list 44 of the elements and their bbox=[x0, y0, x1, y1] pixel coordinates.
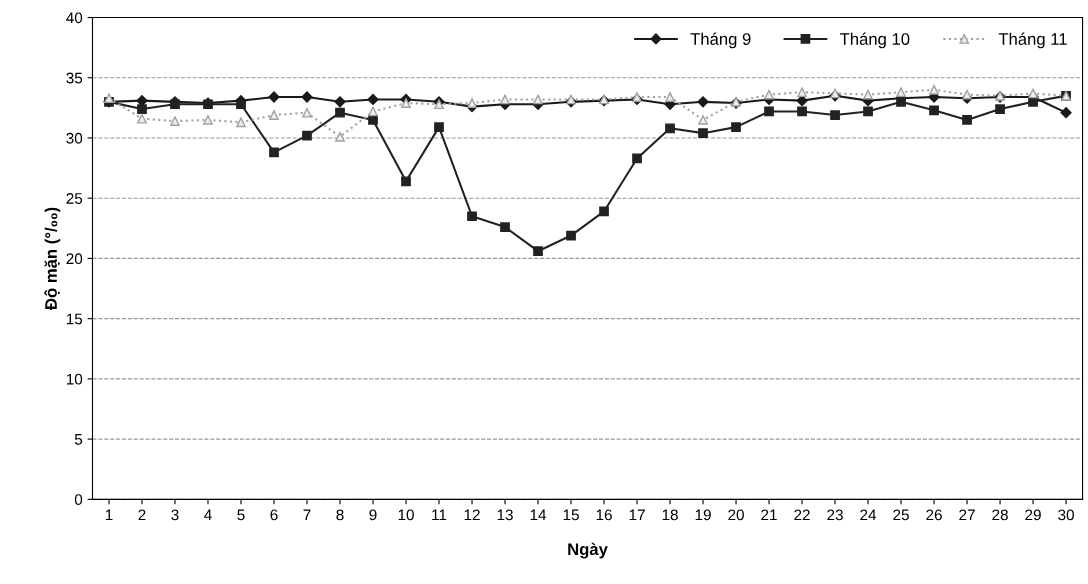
x-tick-label: 4 bbox=[204, 509, 212, 521]
y-tick-label: 35 bbox=[66, 72, 83, 84]
x-axis-title: Ngày bbox=[568, 542, 608, 559]
x-tick-label: 25 bbox=[893, 509, 909, 521]
x-tick-label: 30 bbox=[1058, 509, 1074, 521]
y-axis-title: Độ mặn (°/₀₀) bbox=[44, 207, 61, 310]
x-tick-label: 20 bbox=[728, 509, 744, 521]
x-tick-label: 15 bbox=[563, 509, 579, 521]
y-tick-label: 10 bbox=[66, 373, 83, 385]
y-tick-label: 25 bbox=[66, 193, 83, 204]
x-tick-label: 1 bbox=[105, 509, 113, 521]
x-tick-label: 10 bbox=[398, 509, 414, 521]
x-tick-label: 6 bbox=[270, 509, 278, 521]
x-tick-label: 18 bbox=[662, 509, 678, 521]
x-tick-label: 8 bbox=[336, 509, 344, 521]
x-tick-label: 22 bbox=[794, 509, 810, 521]
x-tick-label: 16 bbox=[596, 509, 612, 521]
x-tick-label: 13 bbox=[497, 509, 513, 521]
x-tick-label: 7 bbox=[303, 509, 311, 521]
x-tick-label: 17 bbox=[629, 509, 645, 521]
x-tick-label: 11 bbox=[432, 509, 447, 521]
x-tick-label: 21 bbox=[761, 509, 777, 521]
x-tick-label: 26 bbox=[926, 509, 942, 521]
legend-label: Tháng 10 bbox=[839, 32, 910, 49]
legend-label: Tháng 9 bbox=[690, 32, 751, 49]
x-tick-label: 23 bbox=[827, 509, 843, 521]
x-tick-label: 3 bbox=[171, 509, 179, 521]
x-tick-label: 29 bbox=[1025, 509, 1041, 521]
x-tick-label: 9 bbox=[369, 509, 377, 521]
y-tick-label: 5 bbox=[74, 434, 83, 445]
x-tick-label: 24 bbox=[860, 509, 877, 521]
y-tick-label: 15 bbox=[66, 313, 83, 325]
legend-label: Tháng 11 bbox=[998, 32, 1067, 49]
x-tick-label: 27 bbox=[959, 509, 975, 521]
y-tick-label: 0 bbox=[74, 494, 83, 506]
y-tick-label: 30 bbox=[66, 132, 83, 144]
x-tick-label: 19 bbox=[695, 509, 711, 521]
y-tick-label: 20 bbox=[66, 253, 83, 265]
y-tick-label: 40 bbox=[66, 12, 83, 24]
x-tick-label: 14 bbox=[530, 509, 547, 521]
x-tick-label: 2 bbox=[138, 509, 146, 521]
x-tick-label: 5 bbox=[237, 509, 245, 521]
x-tick-label: 12 bbox=[464, 509, 480, 521]
x-tick-label: 28 bbox=[992, 509, 1008, 521]
